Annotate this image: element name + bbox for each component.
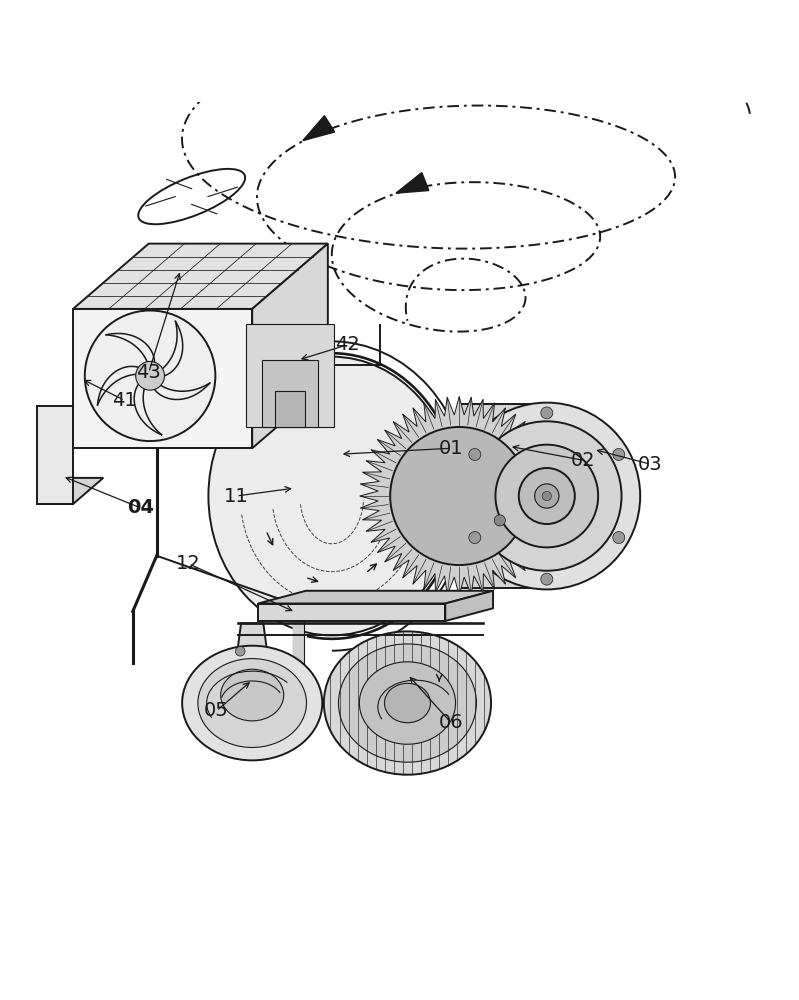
Circle shape [535,484,559,508]
FancyArrow shape [303,116,335,141]
Circle shape [469,448,481,460]
Polygon shape [233,623,272,683]
Text: 02: 02 [570,451,595,470]
Circle shape [85,310,216,441]
Text: 11: 11 [224,487,248,506]
Text: 12: 12 [176,554,201,573]
Text: 06: 06 [439,713,463,732]
Polygon shape [360,396,559,596]
Circle shape [541,573,553,585]
Polygon shape [275,391,305,427]
Circle shape [453,403,640,589]
Polygon shape [258,591,493,604]
Circle shape [390,427,528,565]
Polygon shape [261,360,319,427]
Ellipse shape [209,357,455,635]
Text: 42: 42 [336,335,360,354]
Text: 01: 01 [439,439,463,458]
Text: 43: 43 [137,363,161,382]
Circle shape [236,647,245,656]
Circle shape [495,445,598,547]
Circle shape [472,421,622,571]
Polygon shape [252,244,328,448]
Circle shape [543,491,551,501]
Polygon shape [445,591,493,621]
Polygon shape [73,244,328,309]
Ellipse shape [360,662,455,744]
Polygon shape [459,404,547,588]
Text: 41: 41 [113,391,137,410]
Circle shape [613,448,625,460]
Text: 03: 03 [638,455,662,474]
Polygon shape [258,604,445,621]
Ellipse shape [198,659,307,747]
FancyArrow shape [396,173,429,193]
Circle shape [469,532,481,544]
Polygon shape [38,406,73,504]
Circle shape [541,407,553,419]
Circle shape [519,468,574,524]
Polygon shape [292,621,304,709]
FancyArrow shape [222,57,253,83]
Ellipse shape [182,646,322,760]
Ellipse shape [221,669,284,721]
Text: 05: 05 [204,701,229,720]
Polygon shape [38,478,103,504]
Text: 04: 04 [127,498,154,517]
Polygon shape [73,309,252,448]
Ellipse shape [384,683,431,723]
Circle shape [495,515,506,526]
Circle shape [136,361,165,390]
Ellipse shape [324,631,491,775]
Polygon shape [217,317,252,440]
Polygon shape [246,324,334,427]
Circle shape [613,532,625,544]
Ellipse shape [339,644,476,762]
